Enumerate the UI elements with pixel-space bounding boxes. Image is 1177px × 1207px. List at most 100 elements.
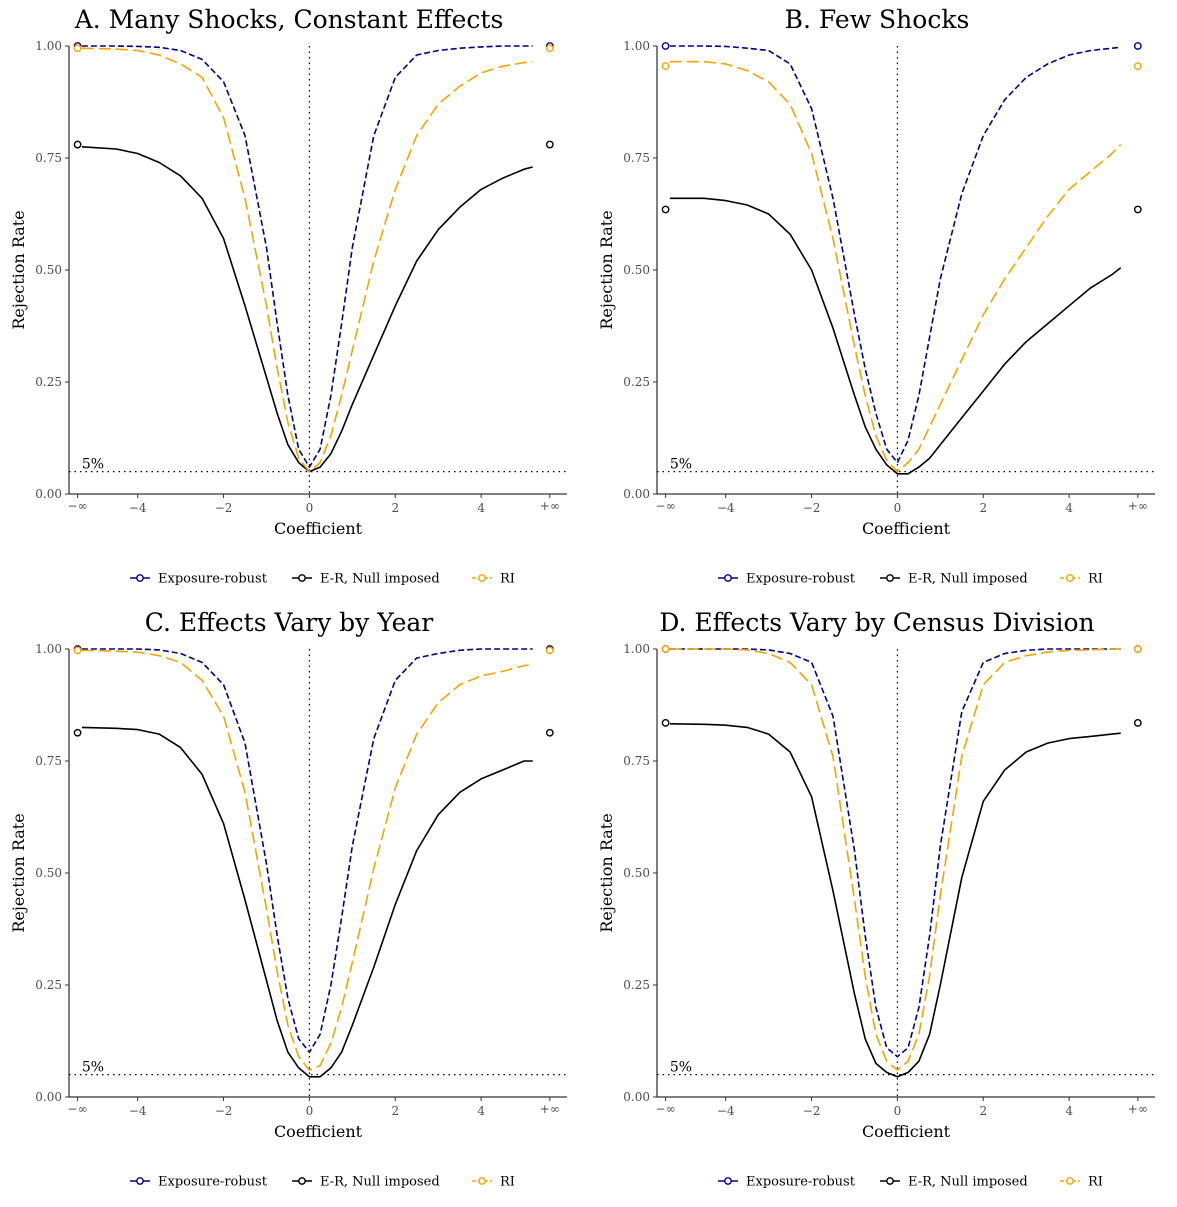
x-tick-label-infinity: −∞ <box>656 1102 676 1116</box>
x-tick-label: 4 <box>1065 1104 1073 1118</box>
series-line-exposure-robust <box>669 648 1121 1058</box>
reference-label-5pct: 5% <box>82 1060 104 1076</box>
x-tick-label-infinity: +∞ <box>1128 1102 1148 1116</box>
series-line-er-null-imposed <box>669 723 1121 1078</box>
chart-b: B. Few Shocks 0.00 0.25 0.50 0.75 1.00 −4 −2 0 2 4… <box>597 5 1155 587</box>
chart-title-a: A. Many Shocks, Constant Effects <box>74 5 504 34</box>
legend-label-er-null-imposed: E-R, Null imposed <box>908 572 1028 587</box>
extreme-point-ri <box>1133 645 1142 653</box>
y-axis-label-b: Rejection Rate <box>597 210 616 329</box>
x-tick-label: 0 <box>306 1104 314 1118</box>
y-axis-label-d: Rejection Rate <box>597 813 616 932</box>
reference-label-5pct: 5% <box>670 457 692 473</box>
x-tick-label: −2 <box>803 501 821 515</box>
reference-label-5pct: 5% <box>82 457 104 473</box>
legend-marker-ri <box>478 574 486 582</box>
x-tick-label: 4 <box>1065 501 1073 515</box>
legend-label-exposure-robust: Exposure-robust <box>158 572 268 587</box>
y-tick-label: 0.25 <box>623 375 650 389</box>
extreme-point-ri <box>661 645 670 653</box>
extreme-point-er-null-imposed <box>73 140 82 149</box>
reference-label-5pct: 5% <box>670 1060 692 1076</box>
legend-label-exposure-robust: Exposure-robust <box>158 1175 268 1190</box>
x-tick-label: −2 <box>803 1104 821 1118</box>
series-line-exposure-robust <box>81 648 533 1054</box>
legend-label-exposure-robust: Exposure-robust <box>746 1175 856 1190</box>
legend-marker-exposure-robust <box>136 574 144 582</box>
chart-title-d: D. Effects Vary by Census Division <box>659 608 1094 637</box>
series-line-er-null-imposed <box>81 146 533 473</box>
extreme-point-ri <box>73 646 82 655</box>
x-tick-label: 2 <box>979 501 987 515</box>
legend-label-ri: RI <box>1088 572 1103 587</box>
legend-marker-exposure-robust <box>724 574 732 582</box>
legend-label-er-null-imposed: E-R, Null imposed <box>320 572 440 587</box>
y-tick-label: 0.25 <box>35 978 62 992</box>
legend-label-exposure-robust: Exposure-robust <box>746 572 856 587</box>
y-tick-label: 0.00 <box>35 1090 62 1104</box>
x-tick-label: 2 <box>979 1104 987 1118</box>
series-line-er-null-imposed <box>81 726 533 1078</box>
y-tick-label: 0.25 <box>35 375 62 389</box>
x-tick-label: −4 <box>717 1104 735 1118</box>
extreme-point-ri <box>545 44 554 53</box>
y-tick-label: 1.00 <box>623 39 650 53</box>
x-tick-label-infinity: +∞ <box>540 1102 560 1116</box>
x-tick-label: −4 <box>717 501 735 515</box>
x-tick-label: −2 <box>215 1104 233 1118</box>
y-axis-label-a: Rejection Rate <box>9 210 28 329</box>
y-tick-label: 0.75 <box>35 151 62 165</box>
y-tick-label: 0.25 <box>623 978 650 992</box>
legend-marker-er-null-imposed <box>886 574 894 582</box>
x-tick-label: 0 <box>894 501 902 515</box>
extreme-point-er-null-imposed <box>545 140 554 149</box>
extreme-point-er-null-imposed <box>661 205 670 214</box>
y-tick-label: 1.00 <box>35 642 62 656</box>
legend-label-er-null-imposed: E-R, Null imposed <box>908 1175 1028 1190</box>
x-tick-label: 2 <box>391 501 399 515</box>
panel-d: D. Effects Vary by Census Division 0.00 0.… <box>588 603 1176 1206</box>
y-tick-label: 0.75 <box>35 754 62 768</box>
extreme-point-er-null-imposed <box>73 728 82 737</box>
series-line-ri <box>81 649 533 1071</box>
x-tick-label-infinity: +∞ <box>1128 499 1148 513</box>
series-line-er-null-imposed <box>669 197 1122 475</box>
x-axis-label-d: Coefficient <box>862 1122 951 1141</box>
panel-c: C. Effects Vary by Year 0.00 0.25 0.50 0.75 1… <box>0 603 588 1206</box>
legend-label-ri: RI <box>500 572 515 587</box>
y-tick-label: 0.00 <box>623 1090 650 1104</box>
legend-label-ri: RI <box>1088 1175 1103 1190</box>
chart-title-b: B. Few Shocks <box>785 5 970 34</box>
x-tick-label-infinity: −∞ <box>68 1102 88 1116</box>
extreme-point-er-null-imposed <box>661 719 670 727</box>
x-tick-label-infinity: +∞ <box>540 499 560 513</box>
legend-marker-er-null-imposed <box>298 1177 306 1185</box>
x-axis-label-b: Coefficient <box>862 519 951 538</box>
x-tick-label: −2 <box>215 501 233 515</box>
chart-title-c: C. Effects Vary by Year <box>145 608 434 637</box>
chart-a: A. Many Shocks, Constant Effects 0.00 0.25… <box>9 5 567 587</box>
legend-label-ri: RI <box>500 1175 515 1190</box>
panel-b: B. Few Shocks 0.00 0.25 0.50 0.75 1.00 −4 −2 0 2 4… <box>588 0 1176 603</box>
y-tick-label: 0.00 <box>35 487 62 501</box>
y-tick-label: 0.50 <box>35 866 62 880</box>
chart-d: D. Effects Vary by Census Division 0.00 0.… <box>597 608 1155 1190</box>
series-line-exposure-robust <box>81 45 533 468</box>
legend-marker-ri <box>478 1177 486 1185</box>
y-tick-label: 0.75 <box>623 151 650 165</box>
extreme-point-exposure-robust <box>661 42 670 50</box>
x-tick-label: 0 <box>894 1104 902 1118</box>
x-tick-label: 4 <box>477 501 485 515</box>
legend-marker-er-null-imposed <box>886 1177 894 1185</box>
x-tick-label-infinity: −∞ <box>68 499 88 513</box>
extreme-point-ri <box>73 44 82 53</box>
extreme-point-ri <box>661 62 670 71</box>
series-line-ri <box>669 648 1121 1071</box>
extreme-point-er-null-imposed <box>545 728 554 737</box>
y-tick-label: 0.50 <box>35 263 62 277</box>
panel-a: A. Many Shocks, Constant Effects 0.00 0.25… <box>0 0 588 603</box>
y-tick-label: 0.75 <box>623 754 650 768</box>
y-tick-label: 0.50 <box>623 866 650 880</box>
legend-marker-exposure-robust <box>136 1177 144 1185</box>
x-tick-label: −4 <box>129 501 147 515</box>
